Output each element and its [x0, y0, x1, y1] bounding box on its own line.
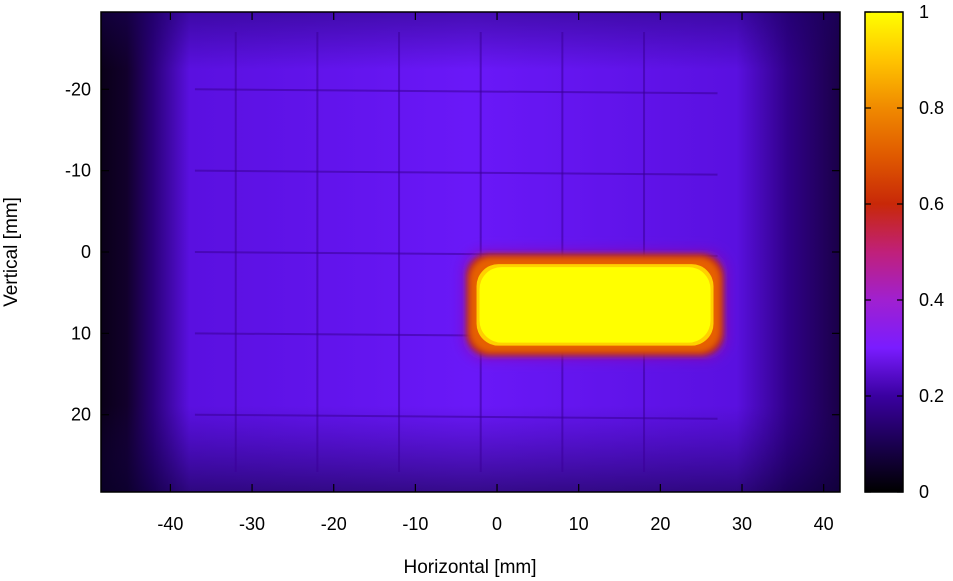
- colorbar-ticks: 0 0.2 0.4 0.6 0.8 1: [865, 2, 944, 502]
- x-axis-ticks: -40 -30 -20 -10 0 10 20 30 40: [157, 12, 834, 534]
- colorbar-tick-label: 0: [919, 482, 929, 502]
- y-tick-label: -20: [65, 79, 91, 99]
- x-tick-label: 20: [650, 514, 670, 534]
- x-tick-label: 0: [492, 514, 502, 534]
- y-tick-label: 10: [71, 323, 91, 343]
- grid-line-horizontal: [194, 169, 718, 176]
- grid-line-horizontal: [194, 413, 718, 420]
- x-tick-label: -10: [402, 514, 428, 534]
- x-tick-label: 10: [569, 514, 589, 534]
- y-tick-label: 20: [71, 405, 91, 425]
- y-axis-label: Vertical [mm]: [1, 197, 22, 307]
- colorbar-frame: [864, 11, 904, 493]
- x-tick-label: 30: [732, 514, 752, 534]
- x-tick-label: -40: [157, 514, 183, 534]
- detector-grid-pattern: [194, 32, 718, 472]
- grid-line-horizontal: [194, 88, 718, 95]
- colorbar-tick-label: 0.6: [919, 194, 944, 214]
- hotspot-region: [462, 250, 728, 360]
- y-tick-label: -10: [65, 161, 91, 181]
- hotspot-layer-4: [479, 267, 711, 343]
- colorbar: 0 0.2 0.4 0.6 0.8 1: [864, 2, 944, 502]
- colorbar-gradient: [865, 12, 903, 492]
- colorbar-tick-label: 0.2: [919, 386, 944, 406]
- x-axis-label: Horizontal [mm]: [403, 557, 536, 578]
- x-tick-label: -20: [321, 514, 347, 534]
- colorbar-tick-label: 1: [919, 2, 929, 22]
- y-tick-label: 0: [81, 242, 91, 262]
- colorbar-tick-label: 0.4: [919, 290, 944, 310]
- y-axis-ticks: -20 -10 0 10 20: [65, 79, 840, 425]
- x-tick-label: 40: [814, 514, 834, 534]
- colorbar-tick-label: 0.8: [919, 98, 944, 118]
- heatmap-plot-area: [101, 12, 840, 492]
- x-tick-label: -30: [239, 514, 265, 534]
